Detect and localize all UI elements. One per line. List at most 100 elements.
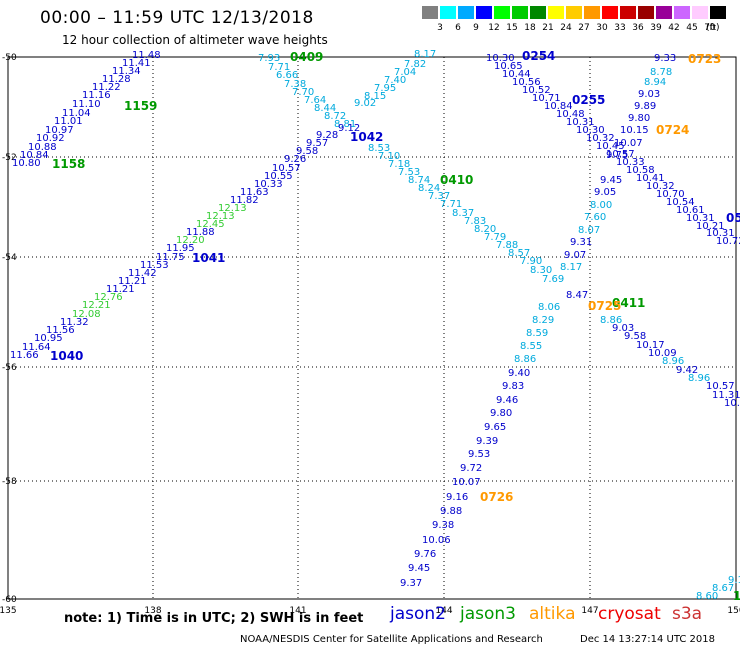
wave-height-value: 8.74 <box>408 175 430 186</box>
wave-height-value: 7.83 <box>464 216 486 227</box>
wave-height-value: 9.53 <box>468 449 490 460</box>
legend-tick-label: 30 <box>596 23 608 33</box>
wave-height-value: 10.09 <box>648 348 677 359</box>
wave-height-value: 10.57 <box>706 381 735 392</box>
latitude-tick-label: -54 <box>2 253 17 263</box>
wave-height-value: 11.95 <box>166 243 195 254</box>
satellite-jason3-label: jason3 <box>460 604 516 624</box>
wave-height-value: 12.21 <box>82 300 111 311</box>
wave-height-value: 10.55 <box>264 171 293 182</box>
wave-height-value: 8.57 <box>508 248 530 259</box>
pass-time-label: 1 <box>733 589 740 603</box>
legend-tick-label: 70 <box>704 23 716 33</box>
wave-height-value: 7.71 <box>268 62 290 73</box>
longitude-tick-label: 144 <box>435 606 452 616</box>
wave-height-value: 8.44 <box>314 103 336 114</box>
wave-height-value: 11.21 <box>106 284 135 295</box>
wave-height-value: 10.57 <box>606 149 635 160</box>
legend-swatch <box>692 6 708 19</box>
wave-height-value: 8.53 <box>368 143 390 154</box>
wave-height-value: 10.71 <box>532 93 561 104</box>
wave-height-value: 8.24 <box>418 183 440 194</box>
wave-height-value: 8.07 <box>578 225 600 236</box>
legend-swatch <box>566 6 582 19</box>
wave-height-value: 10.72 <box>716 236 740 247</box>
pass-time-label: 1041 <box>192 251 225 265</box>
wave-height-value: 11.53 <box>140 260 169 271</box>
generation-timestamp: Dec 14 13:27:14 UTC 2018 <box>580 634 715 645</box>
wave-height-value: 8.81 <box>334 119 356 130</box>
wave-height-value: 7.38 <box>284 79 306 90</box>
wave-height-value: 8.86 <box>514 354 536 365</box>
legend-swatch <box>620 6 636 19</box>
wave-height-value: 8.96 <box>662 356 684 367</box>
wave-height-value: 11.34 <box>112 66 141 77</box>
pass-time-label: 0723 <box>688 52 721 66</box>
latitude-tick-label: -58 <box>2 477 17 487</box>
wave-height-value: 7.18 <box>388 159 410 170</box>
wave-height-value: 8.55 <box>520 341 542 352</box>
wave-height-value: 8.60 <box>696 591 718 602</box>
wave-height-value: 8.72 <box>324 111 346 122</box>
wave-height-value: 7.04 <box>394 67 416 78</box>
wave-height-value: 9.1 <box>728 575 740 586</box>
wave-height-value: 7.95 <box>374 83 396 94</box>
wave-height-value: 10.92 <box>36 133 65 144</box>
wave-height-value: 11.41 <box>122 58 151 69</box>
legend-tick-label: 42 <box>668 23 680 33</box>
wave-height-value: 8.30 <box>530 265 552 276</box>
wave-height-value: 11.63 <box>240 187 269 198</box>
pass-time-label: 1159 <box>124 99 157 113</box>
wave-height-value: 8.17 <box>414 49 436 60</box>
pass-time-label: 0411 <box>612 296 645 310</box>
wave-height-value: 7.53 <box>398 167 420 178</box>
legend-tick-label: 6 <box>455 23 461 33</box>
wave-height-value: 10.45 <box>596 141 625 152</box>
wave-height-value: 9.58 <box>296 146 318 157</box>
credit-line: NOAA/NESDIS Center for Satellite Applica… <box>240 634 543 645</box>
wave-height-value: 7.88 <box>496 240 518 251</box>
wave-height-value: 9.07 <box>564 250 586 261</box>
wave-height-value: 10.56 <box>512 77 541 88</box>
wave-height-value: 10.57 <box>272 163 301 174</box>
wave-height-value: 9.58 <box>624 331 646 342</box>
wave-height-value: 10.41 <box>636 173 665 184</box>
chart-subtitle: 12 hour collection of altimeter wave hei… <box>62 33 328 47</box>
wave-height-value: 11.32 <box>60 317 89 328</box>
wave-height-value: 11.82 <box>230 195 259 206</box>
wave-height-value: 10.54 <box>666 197 695 208</box>
wave-height-value: 9.31 <box>570 237 592 248</box>
legend-swatch <box>440 6 456 19</box>
wave-height-value: 12.76 <box>94 292 123 303</box>
legend-swatch <box>530 6 546 19</box>
wave-height-value: 10.52 <box>522 85 551 96</box>
legend-tick-label: 27 <box>578 23 590 33</box>
wave-height-value: 10.84 <box>544 101 573 112</box>
longitude-tick-label: 147 <box>581 606 598 616</box>
wave-height-value: 8.37 <box>452 208 474 219</box>
wave-height-value: 9.80 <box>490 408 512 419</box>
wave-height-value: 12.13 <box>206 211 235 222</box>
wave-height-value: 10.48 <box>556 109 585 120</box>
wave-height-value: 10.30 <box>576 125 605 136</box>
wave-height-value: 10.61 <box>676 205 705 216</box>
wave-height-value: 7.60 <box>584 212 606 223</box>
wave-height-value: 8.59 <box>526 328 548 339</box>
wave-height-value: 10.65 <box>494 61 523 72</box>
legend-swatch <box>422 6 438 19</box>
legend-swatch <box>602 6 618 19</box>
wave-height-value: 9.45 <box>408 563 430 574</box>
wave-height-value: 7.82 <box>404 59 426 70</box>
legend-swatch <box>476 6 492 19</box>
wave-height-value: 12.20 <box>176 235 205 246</box>
wave-height-value: 11.10 <box>72 99 101 110</box>
wave-height-value: 11.48 <box>132 50 161 61</box>
wave-height-value: 9.12 <box>338 123 360 134</box>
satellite-altika-label: altika <box>529 604 576 624</box>
satellite-s3a-label: s3a <box>672 604 703 624</box>
wave-height-value: 9.26 <box>284 154 306 165</box>
wave-height-value: 9.46 <box>496 395 518 406</box>
legend-swatch <box>638 6 654 19</box>
legend-swatch <box>512 6 528 19</box>
wave-height-value: 11.01 <box>54 116 83 127</box>
